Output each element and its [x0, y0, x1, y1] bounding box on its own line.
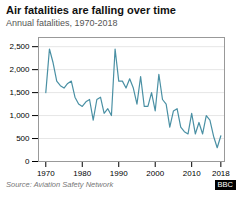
html-text:Annual fatalities, 1970-2018: Annual fatalities, 1970-2018: [6, 18, 118, 28]
svg-text:2,000: 2,000: [9, 65, 30, 74]
svg-text:2,500: 2,500: [9, 42, 30, 51]
svg-text:1,500: 1,500: [9, 88, 30, 97]
html-text:Air fatalities are falling ove: Air fatalities are falling over time: [6, 4, 176, 16]
svg-text:2018: 2018: [212, 169, 230, 178]
html-text:BBC: BBC: [217, 180, 233, 189]
svg-text:500: 500: [16, 134, 30, 143]
svg-text:1,000: 1,000: [9, 111, 30, 120]
svg-text:2010: 2010: [183, 169, 201, 178]
svg-text:1970: 1970: [37, 169, 55, 178]
svg-text:1990: 1990: [110, 169, 128, 178]
svg-text:2000: 2000: [146, 169, 164, 178]
svg-text:1980: 1980: [73, 169, 91, 178]
html-text:Source: Aviation Safety Networ: Source: Aviation Safety Network: [6, 180, 114, 189]
svg-text:0: 0: [25, 157, 30, 166]
